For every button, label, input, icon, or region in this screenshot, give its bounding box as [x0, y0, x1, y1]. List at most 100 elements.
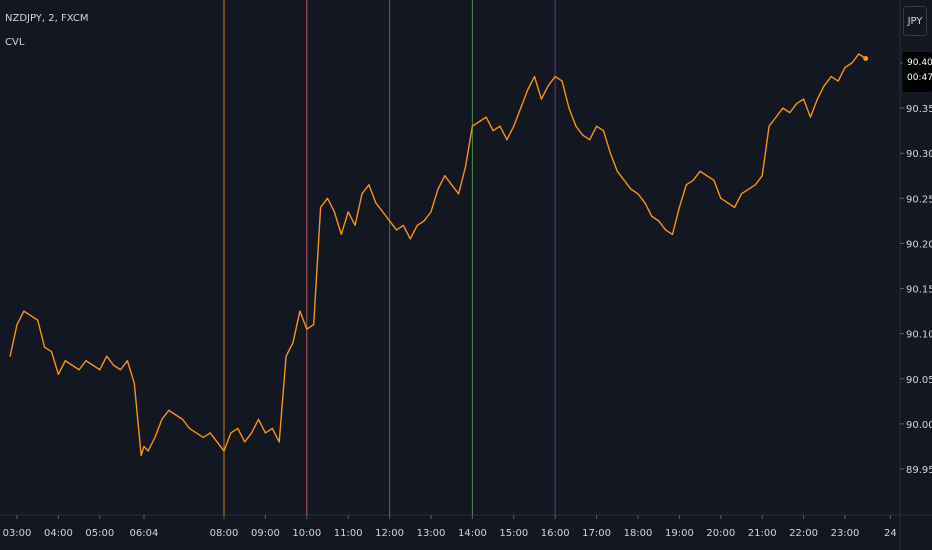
data-point: [451, 184, 453, 186]
data-point: [596, 125, 598, 127]
indicator-label[interactable]: CVL: [5, 37, 25, 48]
data-point: [796, 103, 798, 105]
data-point: [582, 134, 584, 136]
data-point: [527, 89, 529, 91]
data-point: [361, 193, 363, 195]
last-price-badge: 90.400 00:47: [903, 52, 932, 92]
data-point: [85, 360, 87, 362]
x-tick-label: 24: [884, 528, 897, 539]
x-tick-label: 04:00: [44, 528, 73, 539]
data-point: [292, 342, 294, 344]
data-point: [547, 84, 549, 87]
last-point-marker: [863, 55, 869, 61]
data-point: [713, 179, 715, 181]
data-point: [678, 206, 681, 208]
x-axis[interactable]: 03:00 04:00 05:00 06:04 08:00 09:00 10:00 11:00…: [3, 515, 897, 539]
y-tick-label: 90.150: [906, 285, 932, 296]
data-point: [168, 409, 170, 411]
data-point: [113, 364, 115, 366]
data-point: [816, 98, 819, 100]
data-point: [651, 215, 653, 217]
x-tick-label: 06:04: [130, 528, 159, 539]
data-point: [437, 188, 439, 190]
data-point: [375, 202, 377, 204]
y-axis[interactable]: 90.400 90.350 90.300 90.250 90.200 90.150 90.1…: [900, 59, 932, 476]
data-point: [851, 62, 853, 64]
symbol-title[interactable]: NZDJPY, 2, FXCM: [5, 13, 89, 24]
data-point: [313, 324, 315, 326]
data-point: [64, 360, 66, 362]
data-point: [706, 175, 708, 177]
bar-countdown: 00:47: [907, 73, 932, 83]
data-point: [513, 125, 515, 127]
data-point: [37, 319, 39, 321]
data-point: [333, 211, 335, 213]
x-tick-label: 15:00: [499, 528, 528, 539]
data-point: [464, 166, 467, 168]
data-point: [671, 233, 674, 236]
x-tick-label: 10:00: [292, 528, 321, 539]
data-point: [382, 211, 384, 213]
y-tick-label: 89.950: [906, 465, 932, 476]
y-tick-label: 90.300: [906, 149, 932, 160]
data-point: [720, 197, 722, 199]
x-tick-label: 18:00: [624, 528, 653, 539]
data-point: [575, 125, 577, 127]
y-tick-label: 90.000: [906, 420, 932, 431]
data-point: [147, 450, 149, 452]
data-point: [775, 116, 777, 118]
data-point: [616, 170, 618, 172]
data-point: [740, 193, 743, 195]
data-point: [143, 445, 145, 448]
data-point: [803, 98, 805, 100]
data-point: [768, 125, 770, 127]
data-point: [340, 233, 342, 236]
data-point: [478, 121, 480, 123]
data-point: [354, 224, 356, 226]
data-point: [389, 220, 391, 222]
data-point: [182, 418, 184, 420]
data-point: [699, 170, 701, 172]
data-point: [92, 364, 94, 366]
data-point: [57, 373, 60, 375]
data-point: [99, 369, 101, 371]
x-tick-label: 13:00: [417, 528, 446, 539]
currency-button[interactable]: JPY: [903, 6, 927, 36]
data-point: [44, 346, 46, 348]
data-point: [50, 351, 53, 353]
x-tick-label: 20:00: [706, 528, 735, 539]
data-point: [444, 175, 446, 177]
data-point: [630, 188, 632, 190]
data-point: [789, 112, 791, 114]
data-point: [202, 436, 204, 439]
data-point: [30, 315, 32, 317]
data-point: [830, 75, 832, 78]
x-tick-label: 23:00: [831, 528, 860, 539]
data-point: [195, 432, 197, 434]
data-point: [271, 427, 273, 429]
data-point: [485, 116, 487, 118]
data-point: [734, 206, 736, 208]
data-point: [71, 364, 73, 366]
data-point: [154, 436, 156, 439]
data-point: [568, 107, 570, 109]
data-point: [209, 432, 211, 434]
data-point: [106, 355, 108, 357]
data-point: [299, 310, 301, 312]
y-tick-label: 90.100: [906, 330, 932, 341]
data-point: [395, 229, 398, 231]
data-point: [326, 197, 329, 199]
data-point: [809, 116, 812, 118]
data-point: [126, 360, 128, 362]
data-point: [16, 324, 18, 326]
x-tick-label: 12:00: [375, 528, 404, 539]
data-point: [251, 432, 253, 434]
data-point: [244, 441, 246, 443]
data-point: [285, 355, 287, 357]
data-point: [402, 224, 404, 226]
x-tick-label: 14:00: [458, 528, 487, 539]
data-point: [23, 310, 25, 312]
data-point: [685, 184, 687, 186]
